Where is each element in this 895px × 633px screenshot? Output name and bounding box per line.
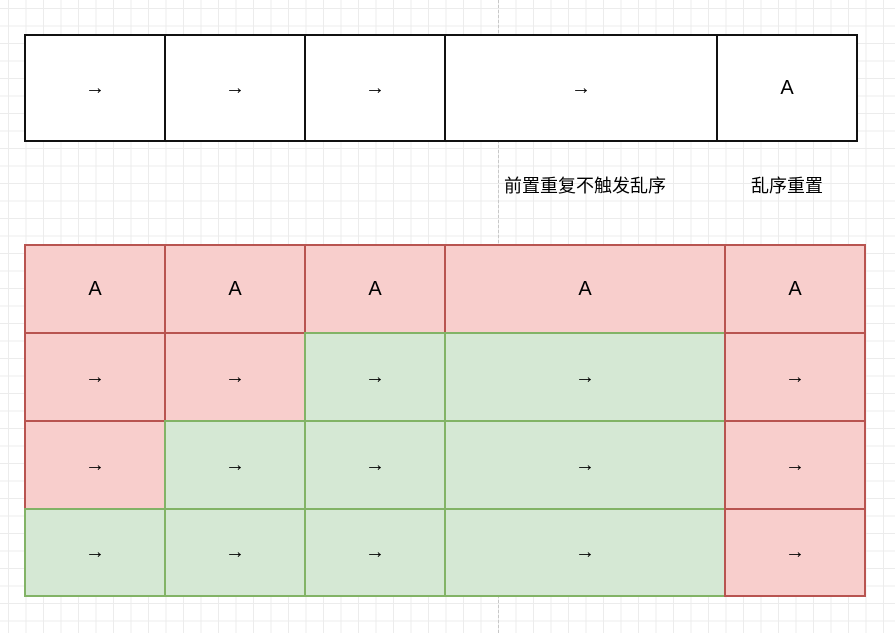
label-reorder-reset: 乱序重置: [751, 176, 823, 197]
label-no-reorder: 前置重复不触发乱序: [504, 176, 666, 197]
grid-cell-red: A: [24, 244, 166, 334]
grid-cell-red: →: [24, 420, 166, 510]
grid-cell-green: →: [444, 332, 726, 422]
grid-cell-green: →: [24, 508, 166, 597]
grid-cell-green: →: [164, 508, 306, 597]
grid-cell-red: →: [164, 332, 306, 422]
sequence-cell: A: [716, 34, 858, 142]
grid-cell-green: →: [444, 508, 726, 597]
grid-cell-red: A: [444, 244, 726, 334]
grid-cell-red: →: [724, 508, 866, 597]
grid-cell-green: →: [304, 332, 446, 422]
grid-cell-green: →: [444, 420, 726, 510]
grid-cell-red: A: [304, 244, 446, 334]
sequence-cell: →: [24, 34, 166, 142]
grid-cell-red: →: [24, 332, 166, 422]
grid-cell-green: →: [304, 508, 446, 597]
sequence-cell: →: [304, 34, 446, 142]
sequence-cell: →: [444, 34, 718, 142]
sequence-cell: →: [164, 34, 306, 142]
grid-cell-red: →: [724, 420, 866, 510]
grid-cell-red: A: [164, 244, 306, 334]
grid-cell-green: →: [304, 420, 446, 510]
grid-cell-green: →: [164, 420, 306, 510]
grid-cell-red: A: [724, 244, 866, 334]
grid-cell-red: →: [724, 332, 866, 422]
